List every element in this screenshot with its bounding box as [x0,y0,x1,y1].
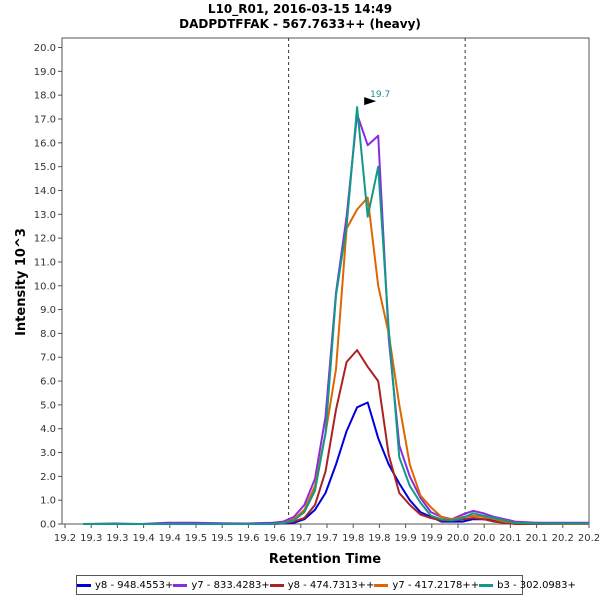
x-tick-label: 19.5 [185,533,207,544]
x-tick-label: 19.4 [132,533,154,544]
x-tick-label: 20.1 [499,533,521,544]
plot-frame [61,37,590,525]
x-axis-ticks: 19.2 19.3 19.3 19.4 19.4 19.5 19.5 19.6 19.6 19.7… [54,524,600,544]
x-tick-label: 19.6 [263,533,285,544]
x-tick-label: 19.4 [159,533,181,544]
x-tick-label: 19.5 [211,533,233,544]
legend-label: b3 - 302.0983+ [497,579,576,591]
x-tick-label: 20.2 [552,533,574,544]
y-tick-label: 12.0 [34,234,56,245]
y-tick-label: 6.0 [40,377,56,388]
x-tick-label: 19.9 [421,533,443,544]
y-tick-label: 16.0 [34,138,56,149]
y-tick-label: 8.0 [40,329,56,340]
y-axis-ticks: 0.0 1.0 2.0 3.0 4.0 5.0 6.0 7.0 8.0 9.0 10.0 11.0 12… [34,43,62,531]
legend-label: y8 - 474.7313++ [287,579,375,591]
legend-item-4: b3 - 302.0983+ [479,580,576,591]
x-tick-label: 19.9 [394,533,416,544]
legend-label: y8 - 948.4553+ [95,579,174,591]
legend-label: y7 - 417.2178++ [392,579,480,591]
plot-border [61,37,590,525]
x-tick-label: 19.8 [342,533,364,544]
x-tick-label: 19.3 [106,533,128,544]
legend-item-0: y8 - 948.4553+ [77,580,173,591]
legend-swatch [77,583,91,587]
chart-title: L10_R01, 2016-03-15 14:49 [208,2,392,17]
x-tick-label: 20.2 [578,533,600,544]
y-tick-label: 13.0 [34,210,56,221]
chart-subtitle: DADPDTFFAK - 567.7633++ (heavy) [179,17,421,31]
legend-label: y7 - 833.4283+ [191,579,270,591]
x-axis-label: Retention Time [269,552,381,567]
y-axis-label: Intensity 10^3 [14,228,29,336]
x-tick-label: 19.7 [316,533,338,544]
y-tick-label: 7.0 [40,353,56,364]
y-tick-label: 20.0 [34,43,56,54]
legend-item-2: y8 - 474.7313++ [269,579,375,591]
series-lines [83,106,589,525]
y-tick-label: 5.0 [40,400,56,411]
y-tick-label: 18.0 [34,91,56,102]
legend-swatch [173,583,188,587]
legend-item-1: y7 - 833.4283+ [173,579,270,591]
legend-item-3: y7 - 417.2178++ [374,580,479,591]
x-tick-label: 19.6 [237,533,259,544]
y-tick-label: 2.0 [40,472,56,483]
legend-swatch [269,583,284,587]
x-tick-label: 19.3 [80,533,102,544]
boundary-lines [288,38,466,524]
y-tick-label: 0.0 [40,520,56,531]
peak-label: 19.7 [370,90,390,100]
y-tick-label: 15.0 [34,162,56,173]
series-line-4 [83,106,589,525]
legend-swatch [374,583,389,587]
legend-swatch [479,583,494,587]
y-tick-label: 19.0 [34,67,56,78]
y-tick-label: 11.0 [34,257,56,268]
y-tick-label: 17.0 [34,115,56,126]
peak-annotation: 19.7 [364,90,390,106]
x-tick-label: 20.1 [525,533,547,544]
y-tick-label: 3.0 [40,448,56,459]
x-tick-label: 20.0 [447,533,469,544]
x-tick-label: 19.7 [290,533,312,544]
y-tick-label: 1.0 [40,496,56,507]
y-tick-label: 4.0 [40,424,56,435]
y-tick-label: 9.0 [40,305,56,316]
y-tick-label: 10.0 [34,281,56,292]
legend: y8 - 948.4553+ y7 - 833.4283+ y8 - 474.731… [76,575,576,595]
y-tick-label: 14.0 [34,186,56,197]
x-tick-label: 19.8 [368,533,390,544]
peak-arrow-icon [364,97,377,106]
x-tick-label: 20.0 [473,533,495,544]
x-tick-label: 19.2 [54,533,76,544]
